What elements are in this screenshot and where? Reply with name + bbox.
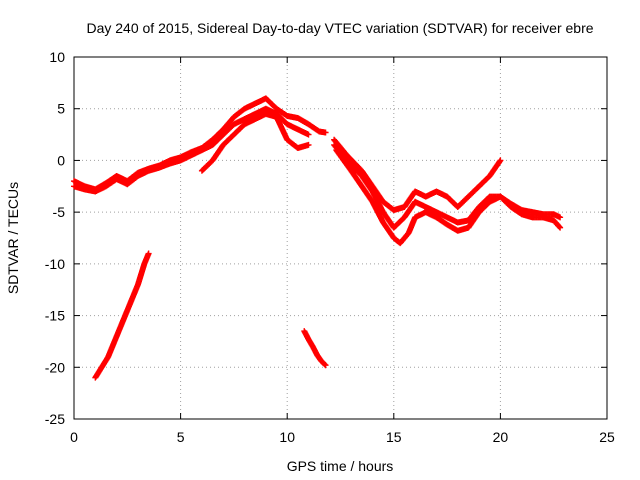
plot-frame [73,56,608,420]
y-tick-label: -15 [45,308,65,324]
y-tick-label: 0 [57,152,65,168]
y-tick-label: -25 [45,411,65,427]
x-tick-label: 25 [599,429,615,445]
data-point [322,129,329,136]
tick-labels: 0 5 10 15 20 25 -25 -20 -15 -10 -5 0 5 10 [45,49,615,445]
data-point [145,250,152,257]
series-trace-g [92,250,152,381]
x-axis-label: GPS time / hours [287,458,394,474]
ticks [73,56,608,420]
x-tick-label: 10 [279,429,295,445]
data-point [321,361,328,368]
data-points [71,95,564,381]
y-tick-label: -10 [45,256,65,272]
data-point [322,362,329,369]
x-tick-label: 5 [177,429,185,445]
y-tick-label: -5 [53,204,66,220]
y-tick-label: -20 [45,359,65,375]
x-tick-label: 15 [386,429,402,445]
data-point [305,141,312,148]
series-trace-b [71,105,312,195]
data-point [557,224,564,231]
data-point [497,157,504,164]
data-point [305,131,312,138]
series-trace-h [301,328,329,369]
data-point [556,223,563,230]
series-trace-c [198,110,312,174]
data-point [557,214,564,221]
x-tick-label: 0 [70,429,78,445]
x-tick-label: 20 [493,429,509,445]
y-tick-label: 5 [57,101,65,117]
chart-title: Day 240 of 2015, Sidereal Day-to-day VTE… [86,20,593,36]
series-trace-f [333,147,564,247]
y-tick-label: 10 [49,49,65,65]
grid [74,57,607,419]
y-axis-label: SDTVAR / TECUs [5,182,21,294]
